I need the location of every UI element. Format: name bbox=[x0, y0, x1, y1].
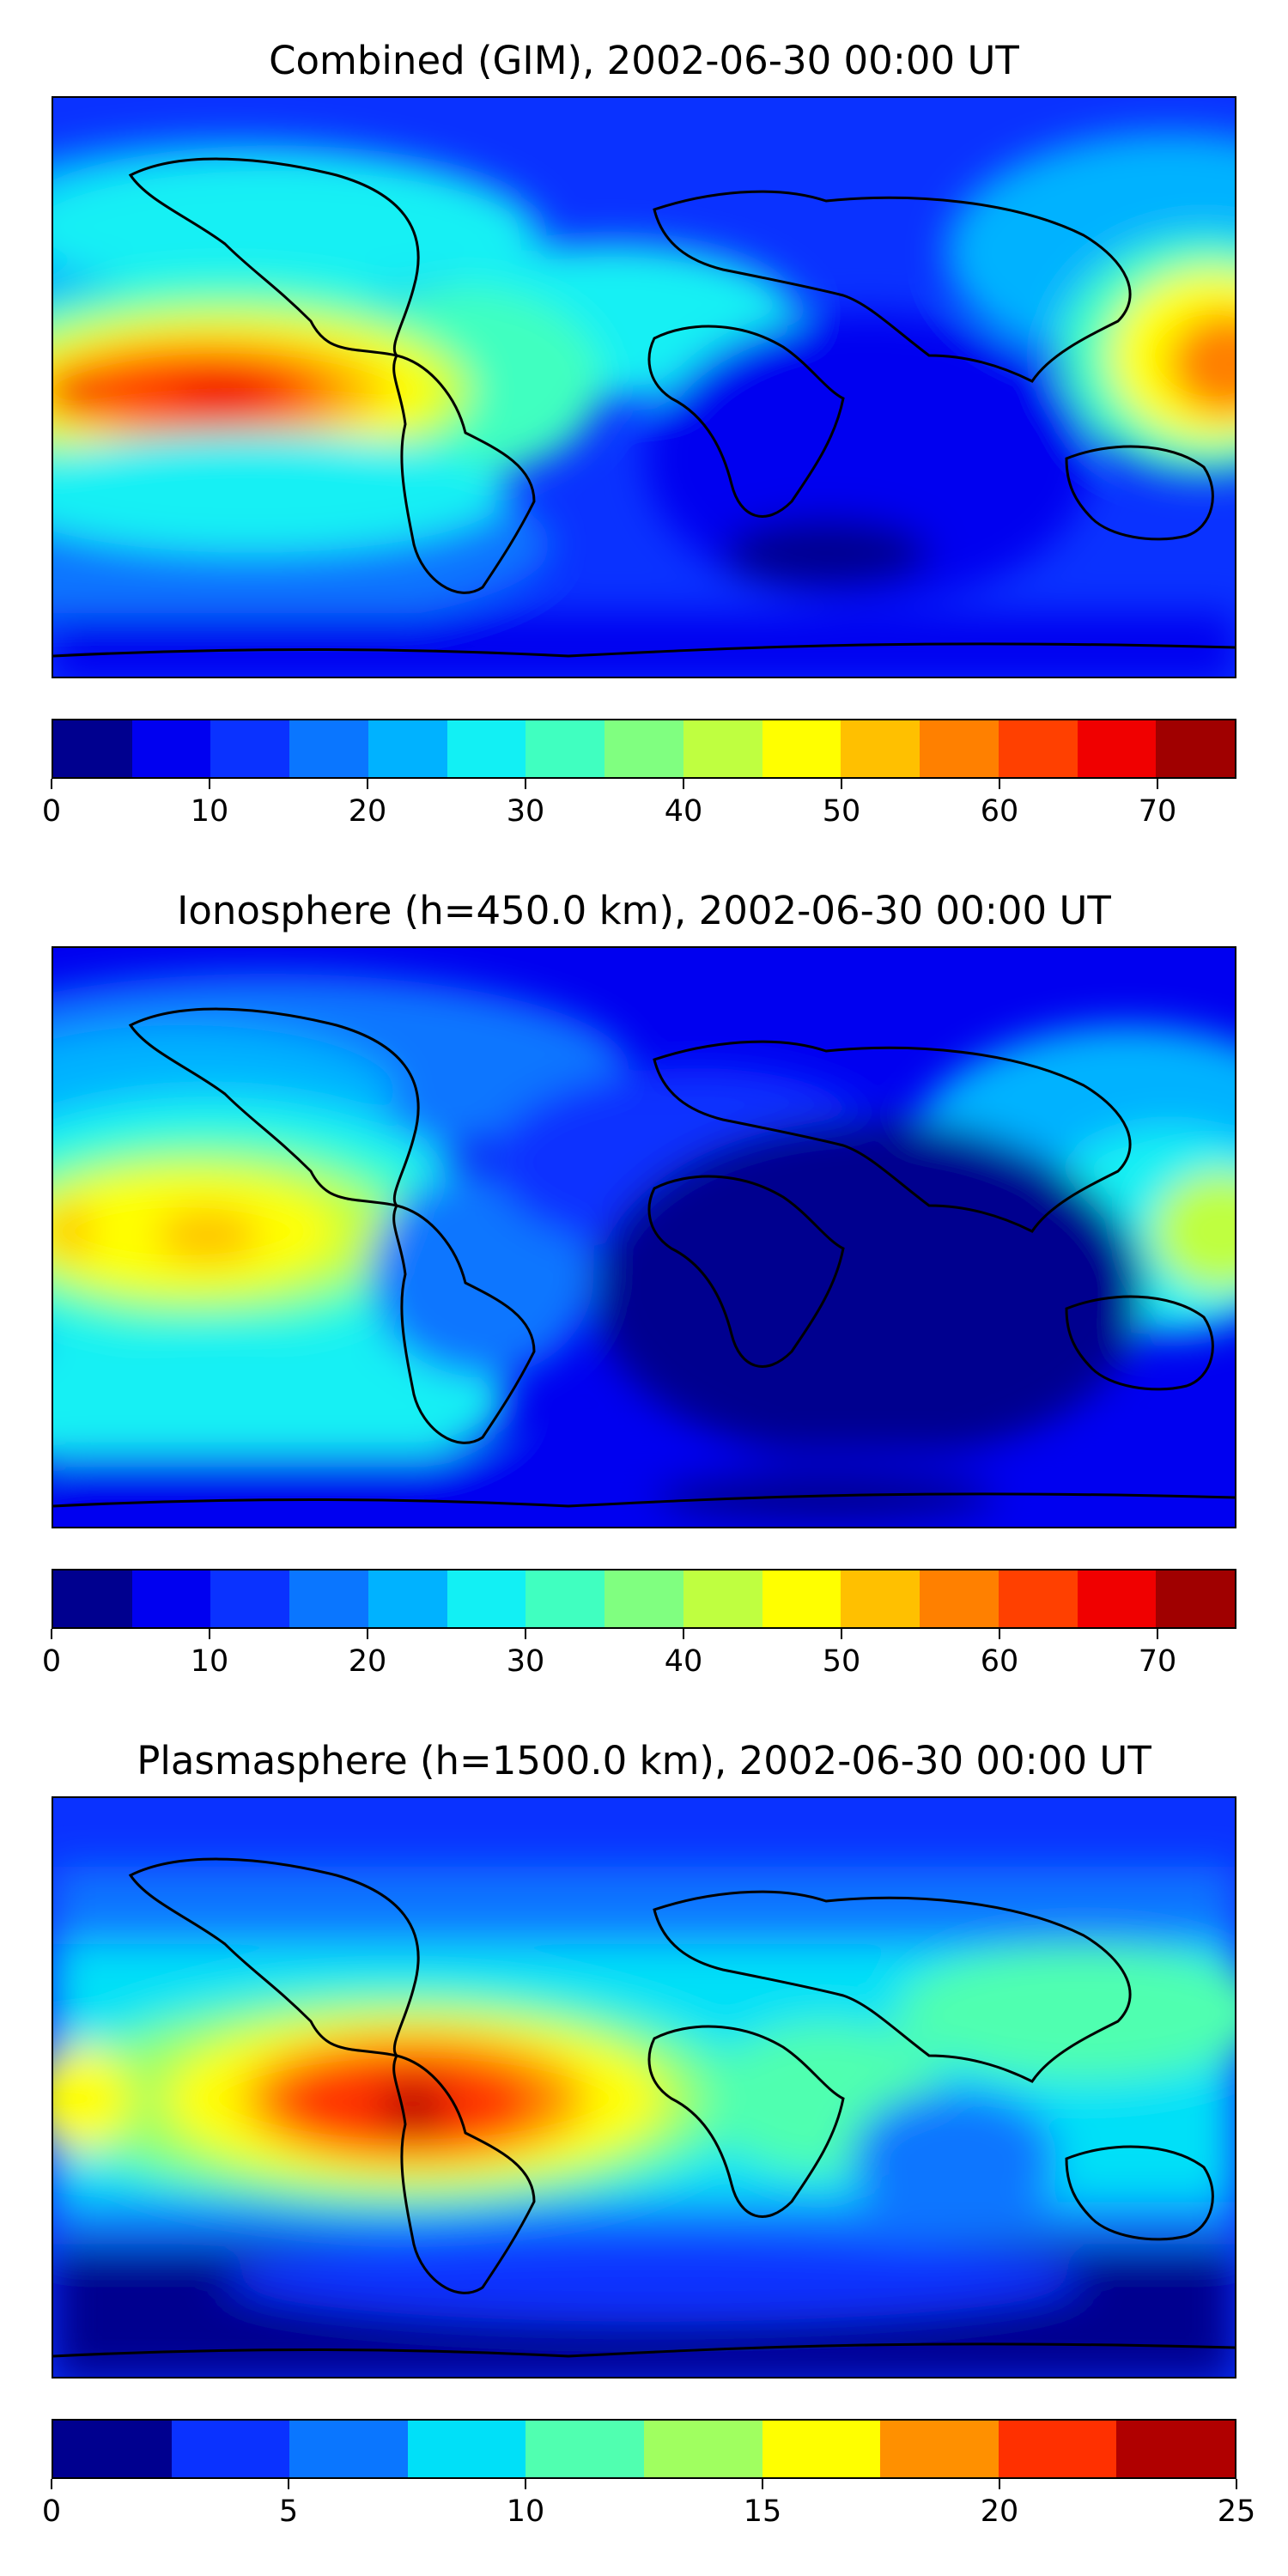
tick-label: 30 bbox=[506, 1644, 545, 1679]
colorbar-plasmasphere-ticks: 0 5 10 15 20 25 bbox=[42, 2479, 1255, 2539]
tick-mark bbox=[525, 779, 526, 789]
map-combined bbox=[52, 96, 1236, 678]
tick-label: 20 bbox=[348, 1644, 387, 1679]
colorbar-segment bbox=[210, 720, 290, 777]
tick-mark bbox=[51, 1629, 52, 1639]
map-plasmasphere-canvas bbox=[53, 1798, 1235, 2377]
tick-mark bbox=[999, 1629, 1000, 1639]
tick-label: 10 bbox=[190, 1644, 229, 1679]
colorbar-segment bbox=[526, 2421, 644, 2477]
tick-mark bbox=[51, 779, 52, 789]
colorbar-segment bbox=[131, 1571, 211, 1627]
colorbar-combined bbox=[52, 719, 1236, 779]
tick-label: 0 bbox=[41, 2494, 62, 2529]
colorbar-segment bbox=[1077, 1571, 1157, 1627]
tick-mark bbox=[1236, 2479, 1237, 2489]
tick-mark bbox=[288, 2479, 289, 2489]
tick-label: 0 bbox=[41, 1644, 62, 1679]
tick-label: 20 bbox=[348, 794, 387, 829]
colorbar-segment bbox=[841, 720, 920, 777]
colorbar-segment bbox=[210, 1571, 290, 1627]
colorbar-segment bbox=[762, 720, 841, 777]
tick-label: 70 bbox=[1138, 1644, 1177, 1679]
colorbar-segment bbox=[1156, 1571, 1236, 1627]
colorbar-segment bbox=[289, 720, 368, 777]
colorbar-segment bbox=[1116, 2421, 1235, 2477]
colorbar-segment bbox=[407, 2421, 526, 2477]
tick-label: 10 bbox=[190, 794, 229, 829]
colorbar-segment bbox=[880, 2421, 999, 2477]
colorbar-segment bbox=[920, 1571, 999, 1627]
tick-label: 70 bbox=[1138, 794, 1177, 829]
tick-mark bbox=[1157, 779, 1158, 789]
tick-label: 50 bbox=[822, 794, 861, 829]
colorbar-segment bbox=[998, 720, 1078, 777]
panel-title-combined: Combined (GIM), 2002-06-30 00:00 UT bbox=[269, 38, 1019, 83]
panel-title-plasmasphere: Plasmasphere (h=1500.0 km), 2002-06-30 0… bbox=[137, 1738, 1151, 1783]
map-plasmasphere bbox=[52, 1796, 1236, 2379]
tick-mark bbox=[51, 2479, 52, 2489]
colorbar-segment bbox=[683, 1571, 762, 1627]
colorbar-segment bbox=[605, 720, 683, 777]
tick-label: 5 bbox=[278, 2494, 299, 2529]
tick-mark bbox=[683, 779, 684, 789]
tick-mark bbox=[367, 779, 368, 789]
tick-label: 25 bbox=[1217, 2494, 1256, 2529]
colorbar-ionosphere bbox=[52, 1569, 1236, 1629]
tick-mark bbox=[762, 2479, 763, 2489]
colorbar-segment bbox=[53, 1571, 132, 1627]
colorbar-segment bbox=[1156, 720, 1236, 777]
tick-label: 20 bbox=[980, 2494, 1019, 2529]
colorbar-segment bbox=[762, 2421, 881, 2477]
colorbar-segment bbox=[998, 1571, 1078, 1627]
colorbar-ionosphere-ticks: 0 10 20 30 40 50 60 70 bbox=[42, 1629, 1236, 1689]
colorbar-combined-ticks: 0 10 20 30 40 50 60 70 bbox=[42, 779, 1236, 839]
tick-mark bbox=[683, 1629, 684, 1639]
tick-label: 10 bbox=[506, 2494, 545, 2529]
tick-mark bbox=[841, 779, 842, 789]
colorbar-segment bbox=[920, 720, 999, 777]
tick-mark bbox=[841, 1629, 842, 1639]
tick-label: 0 bbox=[41, 794, 62, 829]
panel-title-ionosphere: Ionosphere (h=450.0 km), 2002-06-30 00:0… bbox=[177, 888, 1111, 933]
tick-mark bbox=[525, 2479, 526, 2489]
colorbar-segment bbox=[526, 720, 605, 777]
colorbar-segment bbox=[841, 1571, 920, 1627]
colorbar-segment bbox=[762, 1571, 841, 1627]
colorbar-segment bbox=[289, 1571, 368, 1627]
colorbar-segment bbox=[526, 1571, 605, 1627]
map-combined-canvas bbox=[53, 98, 1235, 677]
tick-label: 60 bbox=[980, 1644, 1019, 1679]
colorbar-segment bbox=[368, 720, 447, 777]
colorbar-segment bbox=[171, 2421, 290, 2477]
tick-label: 60 bbox=[980, 794, 1019, 829]
tick-label: 50 bbox=[822, 1644, 861, 1679]
map-ionosphere-canvas bbox=[53, 948, 1235, 1527]
tick-mark bbox=[1157, 1629, 1158, 1639]
tick-label: 40 bbox=[664, 794, 703, 829]
tick-mark bbox=[209, 779, 210, 789]
colorbar-segment bbox=[1077, 720, 1157, 777]
colorbar-segment bbox=[368, 1571, 447, 1627]
tick-label: 15 bbox=[743, 2494, 782, 2529]
colorbar-segment bbox=[643, 2421, 762, 2477]
colorbar-segment bbox=[53, 2421, 172, 2477]
colorbar-segment bbox=[131, 720, 211, 777]
tick-mark bbox=[525, 1629, 526, 1639]
tick-mark bbox=[999, 2479, 1000, 2489]
map-ionosphere bbox=[52, 946, 1236, 1528]
colorbar-segment bbox=[683, 720, 762, 777]
colorbar-segment bbox=[998, 2421, 1117, 2477]
tick-mark bbox=[367, 1629, 368, 1639]
tick-label: 40 bbox=[664, 1644, 703, 1679]
tick-mark bbox=[209, 1629, 210, 1639]
tick-mark bbox=[999, 779, 1000, 789]
colorbar-segment bbox=[447, 720, 526, 777]
colorbar-plasmasphere bbox=[52, 2419, 1236, 2479]
colorbar-segment bbox=[605, 1571, 683, 1627]
colorbar-segment bbox=[53, 720, 132, 777]
colorbar-segment bbox=[289, 2421, 408, 2477]
tick-label: 30 bbox=[506, 794, 545, 829]
colorbar-segment bbox=[447, 1571, 526, 1627]
